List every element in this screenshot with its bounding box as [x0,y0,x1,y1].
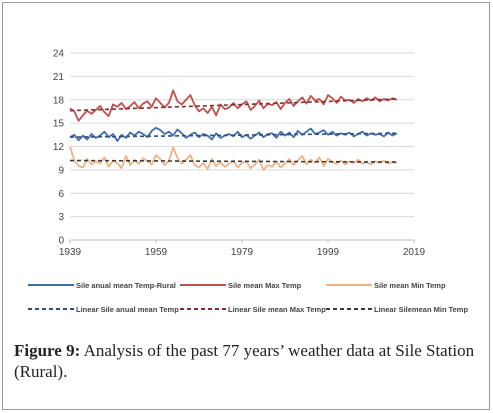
y-tick-label: 21 [53,72,65,83]
figure-caption: Figure 9: Analysis of the past 77 years’… [14,340,482,382]
y-tick-label: 9 [58,165,64,176]
y-tick-label: 0 [58,236,64,247]
x-tick-label: 1939 [59,247,82,258]
y-tick-label: 24 [53,49,65,60]
caption-label: Figure 9: [14,341,81,360]
y-tick-label: 12 [53,142,65,153]
y-tick-label: 3 [58,212,64,223]
series-line-1 [69,89,398,122]
x-tick-label: 1999 [317,247,340,258]
legend-label: Sile mean Min Temp [374,281,446,290]
line-chart: 0 3 6 9 12 15 18 21 24 1939 1959 1979 1999 2019 Sile a… [28,49,468,314]
legend-label: Linear Sile mean Max Temp [228,305,326,314]
y-tick-label: 18 [53,95,65,106]
y-tick-label: 15 [53,119,65,130]
y-tick-label: 6 [58,189,64,200]
x-tick-label: 2019 [403,247,426,258]
series-line-0 [69,126,398,142]
x-tick-label: 1959 [145,247,168,258]
trendline-0 [69,132,397,138]
legend-label: Sile anual mean Temp-Rural [76,281,176,290]
legend-label: Sile mean Max Temp [228,281,302,290]
series-line-2 [69,146,397,171]
trendline-2 [69,159,397,163]
x-tick-label: 1979 [231,247,254,258]
trendline-1 [69,98,397,112]
caption-text: Analysis of the past 77 years’ weather d… [14,341,475,381]
legend-label: Linear Silemean Min Temp [374,305,468,314]
legend-label: Linear Sile anual mean Temp [76,305,179,314]
figure-frame [2,2,490,410]
